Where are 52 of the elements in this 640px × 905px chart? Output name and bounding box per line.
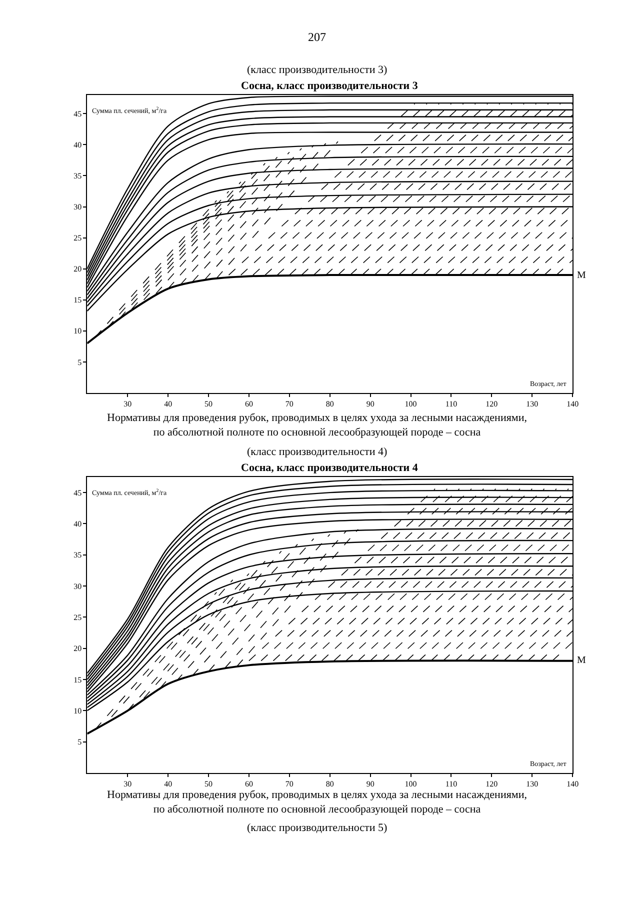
y-tick-label: 25 [74,234,82,243]
x-tick-label: 30 [124,400,132,409]
x-tick-label: 130 [526,400,538,409]
x-tick-label: 50 [204,780,213,789]
series-label: М [577,655,586,666]
y-tick-label: 30 [74,202,82,212]
series-label: М [577,270,586,281]
y-tick-label: 20 [74,264,82,274]
chart-title: Сосна, класс производительности 3 [241,80,418,92]
x-tick-label: 140 [566,780,579,789]
x-tick-label: 100 [404,400,417,409]
y-tick-label: 45 [74,488,82,498]
x-tick-label: 80 [326,400,334,409]
x-tick-label: 90 [366,780,374,789]
text: (класс производительности 4) [247,446,388,458]
x-tick-label: 60 [244,780,253,789]
text: Нормативы для проведения рубок, проводимых в целях ухода за лесными насаждениями, по абсолютной полноте по основной лесообразующей породе – сосна [107,789,528,816]
text: (класс производительности 5) [247,822,388,834]
x-tick-label: 30 [124,780,132,789]
y-tick-label: 10 [74,326,82,336]
y-tick-label: 45 [74,109,82,118]
text: Нормативы для проведения рубок, проводимых в целях ухода за лесными насаждениями, по абсолютной полноте по основной лесообразующей породе – сосна [107,412,528,438]
y-tick-label: 10 [74,706,82,716]
y-tick-label: 20 [74,644,82,654]
x-tick-label: 40 [164,400,172,409]
x-tick-label: 80 [326,780,334,789]
chart-title: Сосна, класс производительности 4 [241,462,418,474]
x-tick-label: 100 [404,780,417,789]
y-tick-label: 40 [74,140,82,150]
x-tick-label: 90 [366,400,374,409]
text: 207 [308,30,326,44]
x-tick-label: 40 [164,780,172,789]
x-tick-label: 130 [526,780,538,789]
x-tick-label: 70 [285,400,294,409]
x-tick-label: 70 [285,780,294,789]
x-tick-label: 60 [244,400,253,409]
x-tick-label: 110 [445,400,458,409]
y-tick-label: 15 [74,675,82,684]
x-tick-label: 120 [486,780,498,789]
text: (класс производительности 3) [247,64,388,76]
y-tick-label: 15 [74,296,82,305]
y-tick-label: 35 [74,550,82,560]
x-tick-label: 120 [486,400,498,409]
x-tick-label: 140 [566,400,579,409]
y-tick-label: 25 [74,613,82,622]
y-tick-label: 5 [78,738,82,747]
x-tick-label: 50 [204,400,213,409]
y-tick-label: 30 [74,582,82,591]
y-tick-label: 35 [74,172,82,181]
y-tick-label: 5 [78,358,82,367]
y-tick-label: 40 [74,520,82,529]
x-tick-label: 110 [445,780,458,789]
